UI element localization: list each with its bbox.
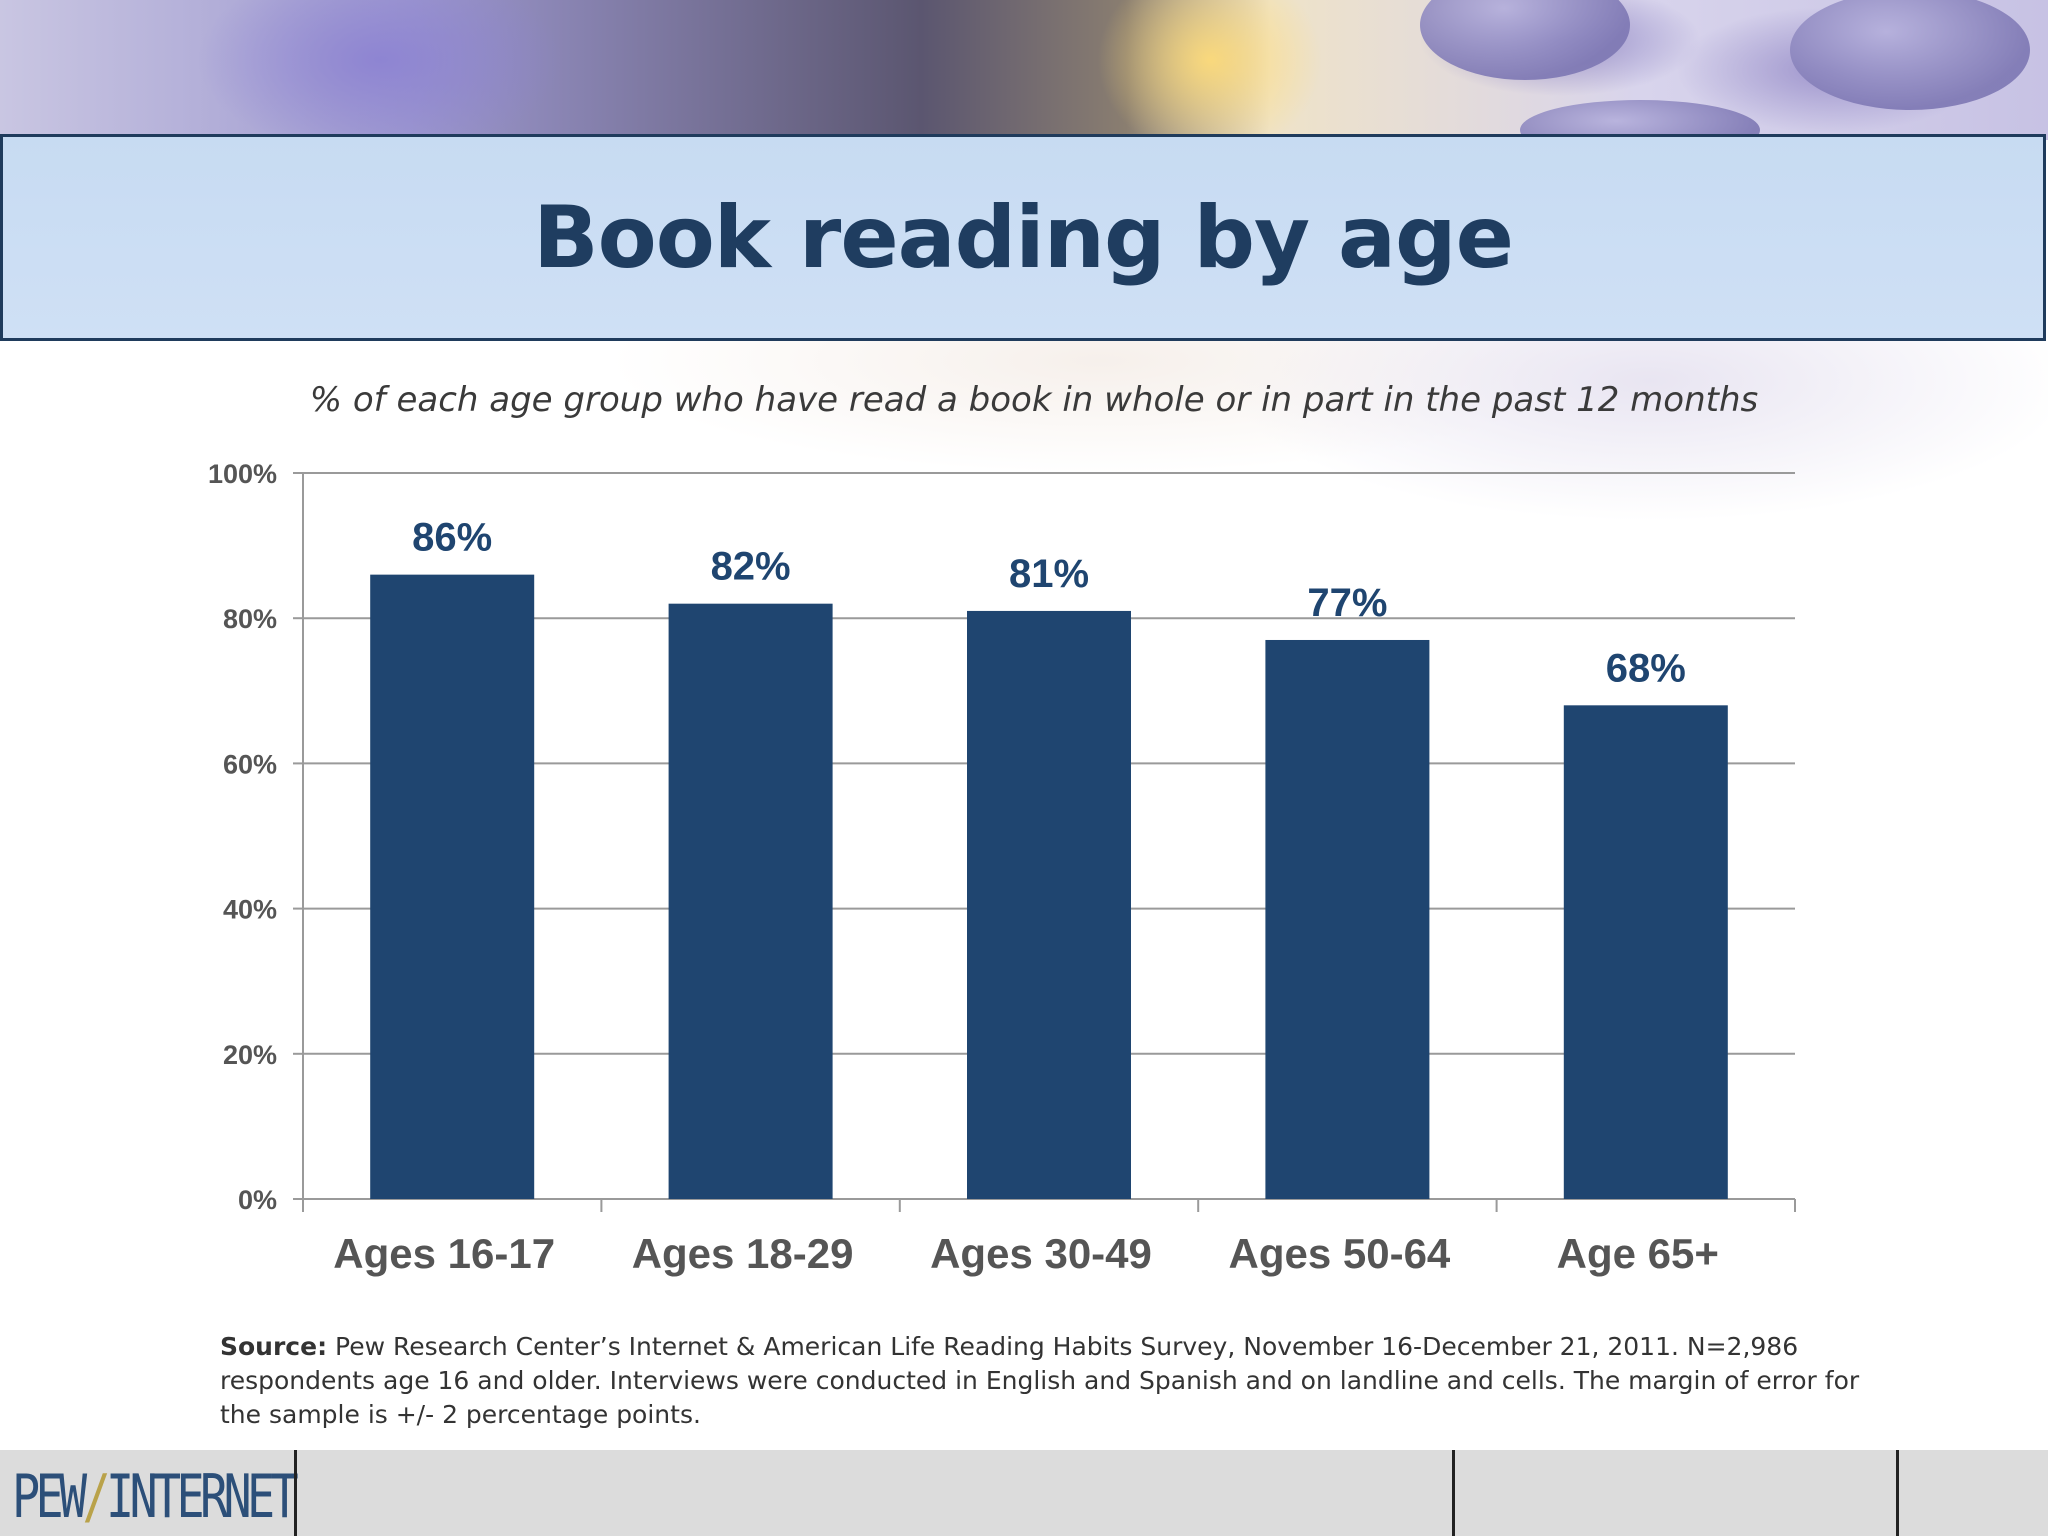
logo-text-pew: PEW <box>12 1462 87 1532</box>
footer-divider <box>294 1450 297 1536</box>
footer-divider <box>1452 1450 1455 1536</box>
source-label: Source: <box>220 1332 328 1361</box>
data-label: 86% <box>412 516 492 560</box>
category-label: Ages 30-49 <box>930 1230 1152 1277</box>
y-tick-label: 80% <box>223 604 277 634</box>
logo-text-internet: INTERNET <box>105 1462 299 1532</box>
source-note: Source: Pew Research Center’s Internet &… <box>220 1330 1860 1432</box>
y-tick-label: 20% <box>223 1040 277 1070</box>
data-label: 82% <box>711 545 791 589</box>
bar <box>370 574 535 1199</box>
bar <box>668 603 833 1199</box>
slide-title: Book reading by age <box>533 187 1514 288</box>
y-tick-label: 40% <box>223 895 277 925</box>
y-tick-label: 0% <box>238 1185 277 1215</box>
bar-chart: 0% 20% 40% 60% 80% 100% 86% Ages 16-17 82% Ages 1… <box>208 459 1796 1277</box>
y-tick-label: 60% <box>223 749 277 779</box>
keypad-key-decoration <box>1790 0 2030 110</box>
y-tick-label: 100% <box>208 459 277 489</box>
category-label: Ages 16-17 <box>333 1230 555 1277</box>
header-photo-banner <box>0 0 2048 160</box>
footer-divider <box>1896 1450 1899 1536</box>
logo-slash: / <box>82 1462 110 1532</box>
data-label: 81% <box>1009 552 1089 596</box>
pew-internet-logo: PEW/INTERNET <box>12 1462 299 1532</box>
bar <box>1265 639 1430 1199</box>
bar <box>1563 705 1728 1199</box>
category-label: Ages 50-64 <box>1229 1230 1451 1277</box>
category-label: Ages 18-29 <box>632 1230 854 1277</box>
data-label: 68% <box>1606 646 1686 690</box>
bar <box>967 610 1131 1199</box>
title-box: Book reading by age <box>0 134 2046 341</box>
chart-subtitle: % of each age group who have read a book… <box>309 380 1759 420</box>
footer-bar: PEW/INTERNET <box>0 1450 2048 1536</box>
category-label: Age 65+ <box>1557 1230 1719 1277</box>
data-label: 77% <box>1307 581 1387 625</box>
source-text: Pew Research Center’s Internet & America… <box>220 1332 1860 1429</box>
